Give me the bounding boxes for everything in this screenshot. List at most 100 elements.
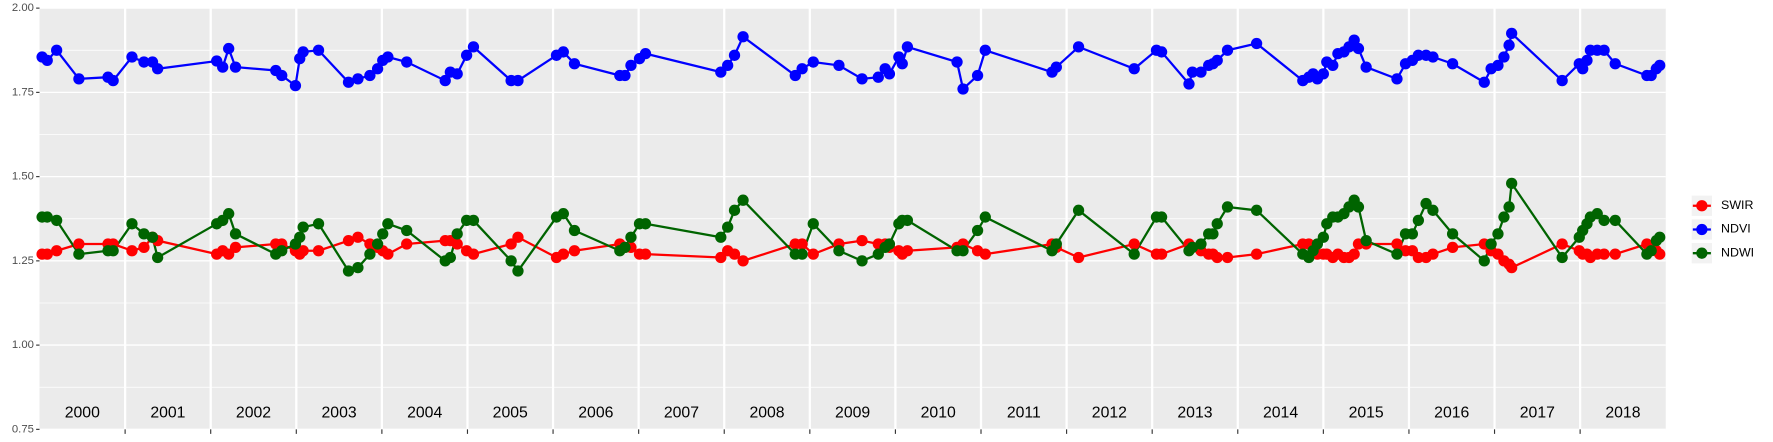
data-point: [382, 248, 394, 260]
data-point: [73, 238, 85, 250]
data-point: [294, 231, 306, 243]
data-point: [151, 251, 164, 264]
data-point: [1485, 238, 1497, 250]
data-point: [901, 41, 914, 53]
data-point: [512, 265, 524, 277]
x-tick-label: 2011: [1007, 405, 1041, 422]
x-tick-label: 2017: [1520, 405, 1555, 422]
data-point: [41, 248, 53, 260]
data-point: [107, 74, 119, 87]
data-point: [223, 42, 235, 55]
data-point: [1211, 251, 1223, 264]
x-tick-label: 2014: [1263, 405, 1298, 422]
data-point: [1498, 211, 1510, 223]
data-point: [364, 248, 376, 260]
data-point: [401, 238, 413, 250]
x-tick-label: 2008: [749, 405, 784, 422]
data-point: [856, 73, 868, 85]
series-points: [36, 27, 1666, 277]
data-point: [401, 56, 413, 68]
data-point: [639, 248, 652, 260]
data-point: [451, 238, 463, 250]
data-point: [1446, 241, 1459, 254]
data-point: [1598, 214, 1610, 227]
data-point: [979, 248, 991, 260]
data-point: [1609, 214, 1621, 227]
data-point: [1654, 248, 1666, 260]
data-point: [957, 83, 969, 95]
y-tick-label: 1.00: [12, 339, 34, 351]
data-point: [568, 245, 581, 257]
data-point: [1250, 37, 1263, 50]
data-point: [1360, 61, 1372, 73]
data-point: [1577, 63, 1589, 75]
data-point: [1478, 255, 1490, 267]
x-tick-label: 2015: [1349, 405, 1384, 422]
y-tick-label: 1.25: [12, 255, 34, 267]
data-point: [444, 251, 456, 264]
data-point: [50, 44, 63, 56]
data-point: [364, 69, 376, 82]
y-tick-label: 1.50: [12, 171, 34, 183]
data-point: [342, 265, 355, 277]
data-point: [1195, 66, 1207, 78]
data-point: [352, 261, 364, 274]
x-tick-label: 2000: [65, 405, 100, 422]
x-tick-label: 2005: [493, 405, 528, 422]
data-point: [1360, 234, 1372, 247]
data-point: [619, 69, 631, 82]
data-point: [276, 245, 288, 257]
data-point: [460, 49, 473, 61]
legend-symbol: [1696, 247, 1708, 259]
data-point: [289, 79, 302, 92]
data-point: [1506, 177, 1518, 190]
data-point: [1317, 68, 1330, 80]
data-point: [625, 231, 637, 243]
data-point: [722, 59, 734, 72]
data-point: [451, 228, 463, 240]
data-point: [557, 208, 569, 220]
data-point: [1207, 228, 1219, 240]
data-point: [512, 74, 524, 87]
data-point: [1195, 238, 1207, 250]
data-point: [342, 234, 355, 247]
x-tick-label: 2003: [322, 405, 357, 422]
y-tick-label: 0.75: [12, 423, 34, 435]
data-point: [1427, 204, 1439, 216]
data-point: [625, 59, 637, 72]
data-point: [1211, 54, 1223, 67]
data-point: [126, 245, 138, 257]
x-tick-label: 2009: [835, 405, 870, 422]
data-point: [1412, 214, 1425, 227]
data-point: [1050, 238, 1062, 250]
data-point: [796, 248, 808, 260]
y-tick-label: 1.75: [12, 86, 34, 98]
data-point: [229, 228, 242, 240]
data-point: [1250, 204, 1263, 216]
data-point: [371, 63, 384, 75]
data-point: [1478, 76, 1490, 88]
data-point: [151, 63, 164, 75]
data-point: [737, 194, 749, 206]
data-point: [1128, 63, 1140, 75]
data-point: [1391, 238, 1403, 250]
data-point: [1327, 59, 1339, 72]
x-tick-label: 2001: [150, 405, 185, 422]
data-point: [1221, 201, 1234, 213]
x-tick-label: 2016: [1434, 405, 1469, 422]
data-point: [1155, 46, 1168, 58]
legend-symbol: [1696, 200, 1708, 212]
data-point: [1348, 34, 1360, 46]
data-point: [737, 255, 749, 267]
data-point: [979, 211, 991, 223]
data-point: [1506, 261, 1518, 274]
data-point: [1609, 58, 1621, 70]
data-point: [512, 231, 524, 243]
data-point: [833, 245, 845, 257]
data-point: [639, 218, 652, 230]
data-point: [41, 211, 53, 223]
data-point: [971, 224, 984, 237]
data-point: [951, 56, 963, 68]
data-point: [467, 41, 480, 53]
